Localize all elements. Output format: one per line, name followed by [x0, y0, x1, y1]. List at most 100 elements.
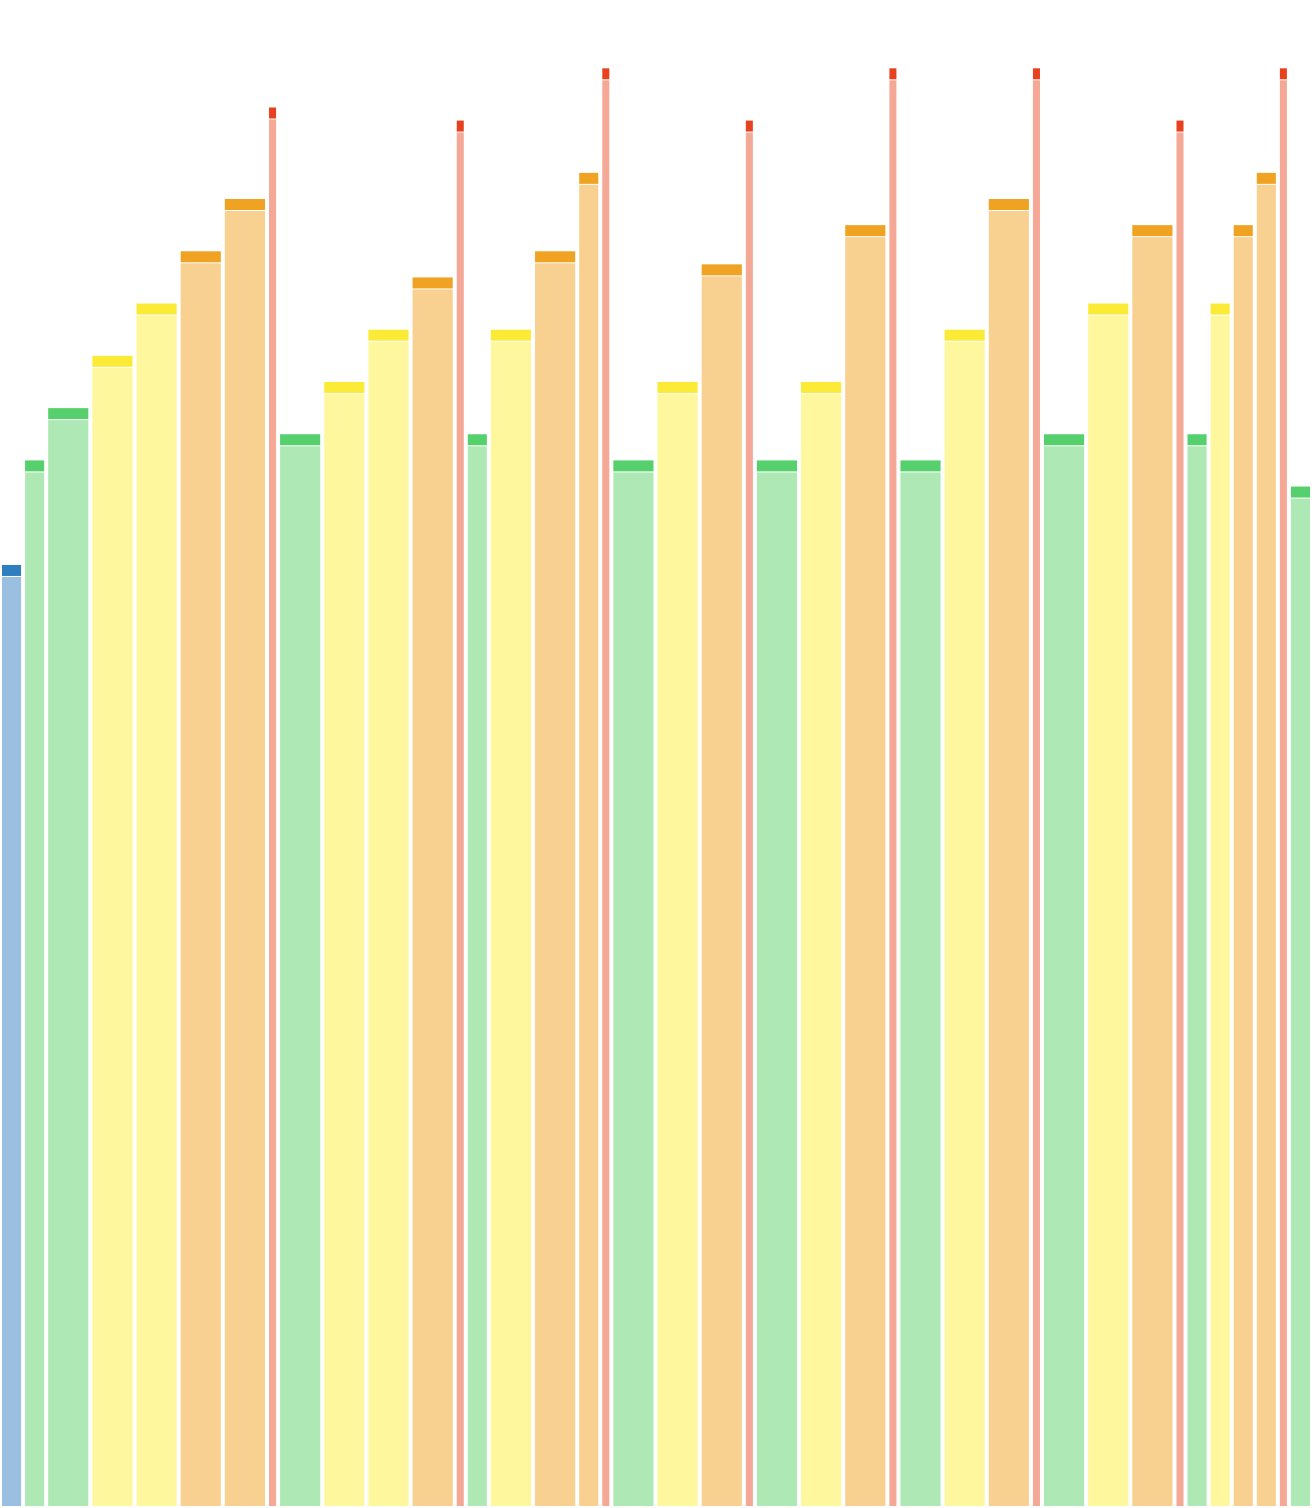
bar-cap: [1210, 303, 1230, 315]
bar-body: [756, 472, 798, 1506]
bar-body: [602, 80, 610, 1506]
bar-cap: [944, 329, 985, 341]
bar-cap: [1256, 172, 1276, 184]
bar-body: [1187, 446, 1207, 1506]
bar-19: [657, 381, 698, 1507]
bar-7: [269, 107, 277, 1506]
bar-body: [801, 393, 842, 1507]
bar-cap: [48, 408, 89, 420]
bar-25: [889, 68, 897, 1506]
bar-cap: [801, 381, 842, 393]
bar-cap: [535, 251, 576, 263]
bar-body: [368, 341, 409, 1507]
bar-body: [1279, 80, 1287, 1506]
bar-body: [535, 263, 576, 1506]
bar-cap: [657, 381, 698, 393]
bar-cap: [180, 251, 221, 263]
bar-body: [25, 472, 45, 1506]
bar-body: [324, 393, 365, 1507]
bar-2: [48, 408, 89, 1506]
bar-cap: [467, 434, 487, 446]
bar-body: [845, 237, 886, 1506]
bar-16: [579, 172, 599, 1507]
bar-cap: [1187, 434, 1207, 446]
bar-body: [1032, 80, 1040, 1506]
bar-cap: [456, 120, 464, 132]
bar-37: [1256, 172, 1276, 1507]
bar-38: [1279, 68, 1287, 1506]
bar-cap: [889, 68, 897, 80]
bar-body: [180, 263, 221, 1506]
bar-39: [1290, 486, 1310, 1506]
bar-body: [136, 315, 177, 1506]
bar-body: [224, 211, 265, 1506]
bar-body: [490, 341, 532, 1507]
bar-cap: [1290, 486, 1310, 498]
bar-cap: [324, 381, 365, 393]
bar-9: [324, 381, 365, 1507]
bar-cap: [280, 434, 321, 446]
bar-body: [701, 276, 742, 1507]
bar-body: [613, 472, 654, 1506]
bar-3: [92, 355, 133, 1507]
bar-body: [579, 184, 599, 1507]
bar-34: [1187, 434, 1207, 1506]
bar-22: [756, 460, 798, 1506]
bar-36: [1233, 225, 1253, 1506]
bar-17: [602, 68, 610, 1506]
bar-body: [48, 420, 89, 1506]
bar-cap: [579, 172, 599, 184]
bar-27: [944, 329, 985, 1507]
bar-body: [1043, 446, 1085, 1506]
bar-cap: [224, 199, 265, 210]
bar-body: [1290, 498, 1310, 1506]
bar-0: [2, 564, 22, 1506]
bar-12: [456, 120, 464, 1507]
bar-cap: [701, 264, 742, 276]
bar-cap: [368, 329, 409, 341]
bar-cap: [25, 460, 45, 472]
bar-body: [1210, 315, 1230, 1506]
bar-cap: [613, 460, 654, 472]
bar-28: [988, 199, 1029, 1506]
bar-cap: [1279, 68, 1287, 80]
bar-30: [1043, 434, 1085, 1506]
bar-4: [136, 303, 177, 1506]
bar-cap: [1132, 225, 1173, 237]
bar-body: [1132, 237, 1173, 1506]
bar-body: [467, 446, 487, 1506]
bar-body: [1176, 132, 1184, 1507]
bar-cap: [756, 460, 798, 472]
bar-cap: [1032, 68, 1040, 80]
bar-body: [900, 472, 941, 1506]
bars-layer: [2, 68, 1310, 1507]
bar-cap: [92, 355, 133, 367]
bar-cap: [490, 329, 532, 341]
bar-body: [745, 132, 753, 1507]
bar-31: [1088, 303, 1129, 1506]
bar-body: [456, 132, 464, 1507]
bar-14: [490, 329, 532, 1507]
bar-35: [1210, 303, 1230, 1506]
bar-body: [1233, 237, 1253, 1506]
bar-cap: [1088, 303, 1129, 315]
bar-33: [1176, 120, 1184, 1507]
bar-body: [657, 393, 698, 1507]
bar-body: [269, 119, 277, 1506]
bar-10: [368, 329, 409, 1507]
bar-body: [1256, 184, 1276, 1507]
bar-24: [845, 225, 886, 1506]
bar-cap: [412, 277, 453, 289]
bar-cap: [988, 199, 1029, 210]
bar-26: [900, 460, 941, 1506]
bar-cap: [1233, 225, 1253, 237]
bar-body: [280, 446, 321, 1506]
bar-body: [944, 341, 985, 1507]
bar-body: [1088, 315, 1129, 1506]
bar-body: [2, 576, 22, 1506]
bar-1: [25, 460, 45, 1506]
bar-cap: [1043, 434, 1085, 446]
bar-23: [801, 381, 842, 1507]
